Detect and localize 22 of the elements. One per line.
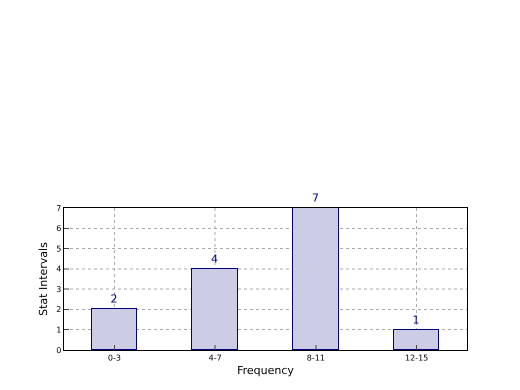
data-label: 1 <box>412 314 420 326</box>
bar <box>292 208 339 350</box>
x-tick-label: 12-15 <box>405 354 428 363</box>
x-tick-label: 8-11 <box>306 354 325 363</box>
x-axis-title: Frequency <box>237 364 294 377</box>
y-tick-label: 2 <box>56 305 62 314</box>
data-label: 2 <box>110 292 118 306</box>
bar <box>393 329 439 350</box>
y-axis-title: Stat Intervals <box>36 242 50 316</box>
y-tick-label: 6 <box>56 224 62 234</box>
y-tick-label: 4 <box>56 264 62 274</box>
bar <box>91 308 137 350</box>
y-tick-label: 1 <box>56 326 62 335</box>
y-tick-label: 5 <box>56 244 62 254</box>
x-tick-label: 0-3 <box>108 354 121 363</box>
y-tick-label: 3 <box>56 284 62 294</box>
data-label: 4 <box>211 252 218 266</box>
bar <box>191 268 238 350</box>
data-label: 7 <box>312 192 319 204</box>
y-tick-label: 0 <box>56 346 62 355</box>
x-tick-label: 4-7 <box>208 354 222 363</box>
y-tick-label: 7 <box>56 204 62 213</box>
